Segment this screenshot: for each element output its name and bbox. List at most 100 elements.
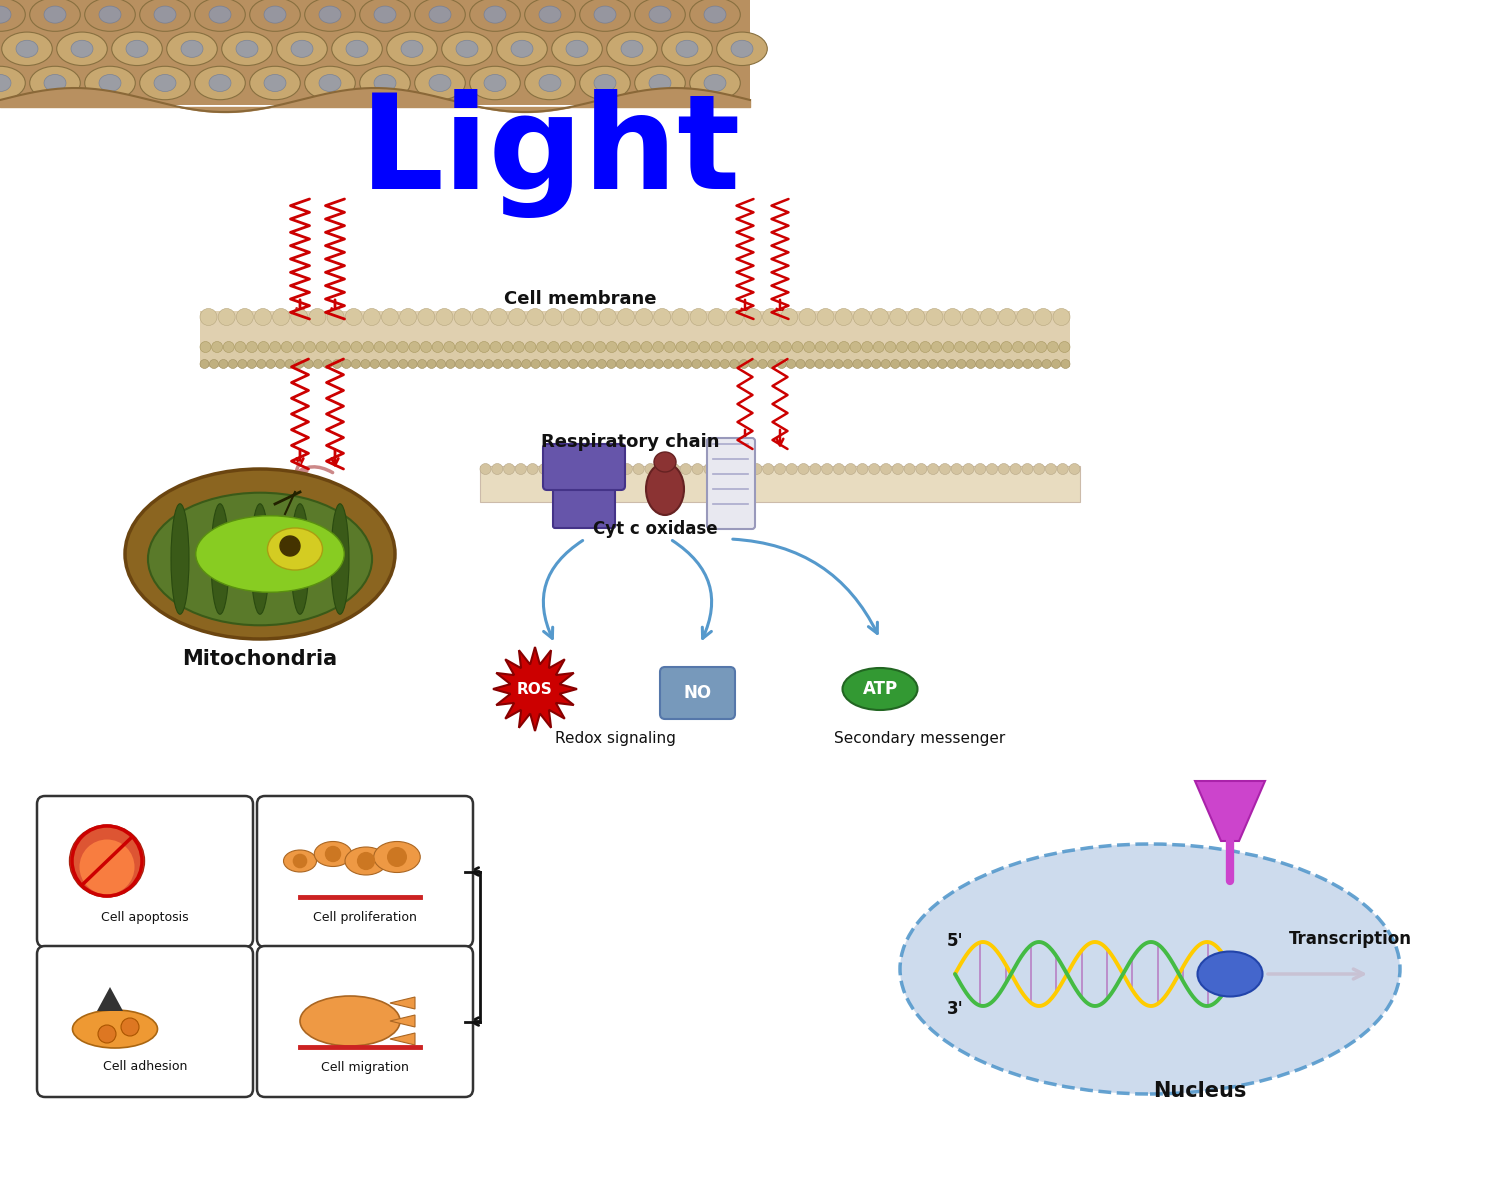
Circle shape <box>522 360 531 368</box>
Ellipse shape <box>124 470 394 639</box>
Ellipse shape <box>634 66 686 100</box>
Circle shape <box>398 342 408 353</box>
Ellipse shape <box>249 0 300 31</box>
Bar <box>200 347 1070 367</box>
Circle shape <box>436 360 445 368</box>
Circle shape <box>891 360 900 368</box>
Circle shape <box>990 342 1000 353</box>
Circle shape <box>1042 360 1052 368</box>
Circle shape <box>762 464 774 474</box>
Ellipse shape <box>57 33 108 65</box>
Ellipse shape <box>579 0 630 31</box>
Text: Cyt c oxidase: Cyt c oxidase <box>592 520 717 538</box>
Circle shape <box>674 360 682 368</box>
Circle shape <box>734 342 746 353</box>
Circle shape <box>636 308 652 325</box>
Circle shape <box>699 342 709 353</box>
Circle shape <box>327 342 339 353</box>
Circle shape <box>920 342 930 353</box>
Circle shape <box>762 308 780 325</box>
Circle shape <box>844 464 856 474</box>
Ellipse shape <box>360 66 411 100</box>
Ellipse shape <box>525 0 576 31</box>
Circle shape <box>723 342 734 353</box>
Circle shape <box>944 308 962 325</box>
Circle shape <box>932 342 942 353</box>
Ellipse shape <box>154 6 176 23</box>
Ellipse shape <box>374 842 420 873</box>
Circle shape <box>1036 342 1047 353</box>
Circle shape <box>796 360 806 368</box>
Ellipse shape <box>84 0 135 31</box>
Circle shape <box>454 308 471 325</box>
Circle shape <box>509 308 525 325</box>
Circle shape <box>900 360 909 368</box>
Circle shape <box>621 464 633 474</box>
Circle shape <box>387 848 406 867</box>
Circle shape <box>1023 360 1032 368</box>
Circle shape <box>210 360 219 368</box>
Ellipse shape <box>374 6 396 23</box>
Circle shape <box>598 464 609 474</box>
Ellipse shape <box>182 40 203 58</box>
Ellipse shape <box>69 825 144 897</box>
Ellipse shape <box>646 464 684 515</box>
Circle shape <box>740 360 748 368</box>
Circle shape <box>427 360 436 368</box>
Circle shape <box>1059 342 1070 353</box>
Circle shape <box>490 308 507 325</box>
Circle shape <box>270 342 280 353</box>
Circle shape <box>744 308 762 325</box>
Text: Light: Light <box>360 89 741 218</box>
Ellipse shape <box>267 529 322 569</box>
Circle shape <box>490 342 501 353</box>
Circle shape <box>938 360 946 368</box>
Circle shape <box>758 342 768 353</box>
Circle shape <box>897 342 908 353</box>
Circle shape <box>432 342 442 353</box>
Ellipse shape <box>566 40 588 58</box>
Ellipse shape <box>320 6 340 23</box>
Bar <box>480 466 1080 502</box>
FancyBboxPatch shape <box>0 0 750 105</box>
Circle shape <box>994 360 1004 368</box>
Circle shape <box>800 308 816 325</box>
Circle shape <box>1004 360 1013 368</box>
Circle shape <box>472 308 489 325</box>
Ellipse shape <box>387 33 438 65</box>
Ellipse shape <box>44 75 66 92</box>
Circle shape <box>880 360 890 368</box>
Circle shape <box>711 342 722 353</box>
Circle shape <box>246 342 258 353</box>
Circle shape <box>692 464 703 474</box>
Circle shape <box>1035 308 1052 325</box>
Circle shape <box>999 308 1016 325</box>
Circle shape <box>237 308 254 325</box>
Polygon shape <box>390 1015 416 1027</box>
Ellipse shape <box>284 850 316 872</box>
Ellipse shape <box>345 846 387 875</box>
Ellipse shape <box>676 40 698 58</box>
Ellipse shape <box>16 40 38 58</box>
Circle shape <box>531 360 540 368</box>
Circle shape <box>786 360 795 368</box>
Circle shape <box>740 464 750 474</box>
Circle shape <box>572 342 582 353</box>
Circle shape <box>730 360 740 368</box>
Circle shape <box>850 342 861 353</box>
Circle shape <box>652 342 663 353</box>
Circle shape <box>966 360 975 368</box>
Text: 3': 3' <box>946 1001 963 1019</box>
Ellipse shape <box>414 66 465 100</box>
Circle shape <box>782 308 798 325</box>
Polygon shape <box>390 1033 416 1045</box>
Circle shape <box>880 464 891 474</box>
Circle shape <box>748 360 758 368</box>
Circle shape <box>537 342 548 353</box>
Circle shape <box>890 308 906 325</box>
Ellipse shape <box>99 75 122 92</box>
Circle shape <box>726 308 744 325</box>
Circle shape <box>342 360 351 368</box>
Ellipse shape <box>650 75 670 92</box>
FancyBboxPatch shape <box>660 667 735 719</box>
